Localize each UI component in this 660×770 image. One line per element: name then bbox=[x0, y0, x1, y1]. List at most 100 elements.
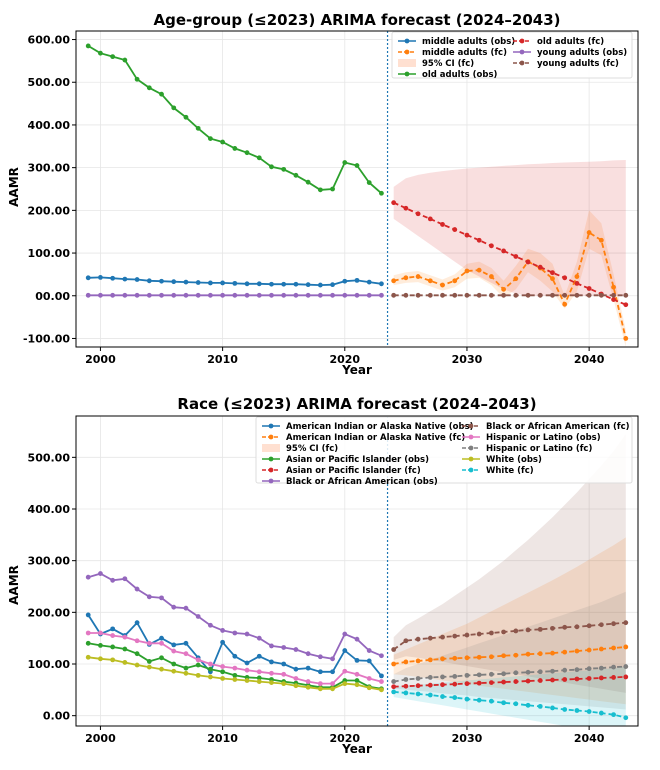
data-point bbox=[415, 274, 421, 279]
y-tick-label: 100.00 bbox=[28, 247, 71, 260]
data-point bbox=[134, 277, 140, 282]
data-point bbox=[403, 677, 409, 682]
data-point bbox=[232, 672, 238, 678]
y-tick-label: 500.00 bbox=[28, 76, 71, 89]
x-tick-label: 2020 bbox=[329, 353, 360, 366]
data-point bbox=[476, 631, 482, 637]
data-point bbox=[342, 278, 348, 284]
data-point bbox=[586, 676, 592, 681]
data-point bbox=[586, 230, 592, 235]
data-point bbox=[85, 630, 91, 636]
legend-label: middle adults (fc) bbox=[422, 48, 507, 58]
data-point bbox=[195, 292, 201, 298]
data-point bbox=[598, 675, 604, 681]
y-tick-label: 400.00 bbox=[28, 119, 71, 132]
data-point bbox=[281, 292, 287, 298]
data-point bbox=[464, 672, 470, 678]
race-ylabel: AAMR bbox=[7, 565, 21, 605]
data-point bbox=[464, 696, 470, 702]
legend-label: middle adults (obs) bbox=[422, 37, 515, 47]
data-point bbox=[244, 292, 250, 298]
data-point bbox=[415, 636, 421, 642]
legend-marker bbox=[404, 71, 410, 77]
data-point bbox=[269, 659, 274, 665]
legend-label: American Indian or Alaska Native (fc) bbox=[286, 433, 465, 443]
data-point bbox=[122, 660, 128, 665]
data-point bbox=[366, 685, 372, 691]
data-point bbox=[391, 292, 397, 298]
legend-label: young adults (obs) bbox=[537, 48, 627, 58]
data-point bbox=[220, 628, 226, 633]
data-point bbox=[195, 657, 201, 663]
data-point bbox=[440, 694, 445, 699]
data-point bbox=[146, 664, 152, 670]
x-tick-label: 2010 bbox=[207, 353, 238, 366]
age-group-legend: middle adults (obs)middle adults (fc)95%… bbox=[391, 31, 633, 80]
data-point bbox=[317, 686, 323, 692]
data-point bbox=[256, 653, 262, 659]
data-point bbox=[232, 146, 238, 151]
data-point bbox=[122, 646, 128, 652]
data-point bbox=[317, 654, 323, 660]
data-point bbox=[330, 669, 335, 675]
data-point bbox=[171, 279, 177, 285]
data-point bbox=[269, 680, 274, 685]
data-point bbox=[488, 654, 494, 660]
data-point bbox=[366, 658, 372, 664]
age-group-xlabel: Year bbox=[341, 363, 372, 377]
data-point bbox=[110, 644, 116, 650]
series-line-middle-adults-fc bbox=[393, 231, 627, 339]
data-point bbox=[476, 237, 482, 243]
data-point bbox=[293, 281, 299, 287]
data-point bbox=[220, 664, 226, 669]
data-point bbox=[440, 634, 445, 640]
data-point bbox=[354, 277, 360, 283]
data-point bbox=[305, 651, 311, 657]
legend-marker bbox=[468, 456, 474, 462]
data-point bbox=[171, 661, 177, 667]
data-point bbox=[562, 275, 568, 281]
series-white-fc bbox=[391, 689, 629, 721]
legend-item-old-adults-fc: old adults (fc) bbox=[513, 37, 604, 47]
series-middle-adults-obs bbox=[85, 274, 384, 288]
data-point bbox=[611, 645, 616, 651]
legend-item-american-indian-or-alaska-native-obs: American Indian or Alaska Native (obs) bbox=[262, 422, 474, 432]
x-tick-label: 2030 bbox=[452, 353, 483, 366]
data-point bbox=[256, 281, 262, 287]
series-white-obs bbox=[85, 654, 384, 693]
ci-band-old-adults-fc bbox=[393, 160, 626, 296]
data-point bbox=[85, 292, 91, 298]
data-point bbox=[366, 292, 372, 298]
data-point bbox=[146, 292, 152, 298]
data-point bbox=[293, 676, 299, 681]
data-point bbox=[85, 43, 91, 49]
data-point bbox=[476, 654, 482, 660]
age-group-ylabel: AAMR bbox=[7, 167, 21, 207]
data-point bbox=[537, 678, 543, 683]
legend-label: Black or African American (fc) bbox=[486, 422, 630, 432]
data-point bbox=[501, 248, 507, 254]
data-point bbox=[256, 675, 262, 681]
data-point bbox=[293, 647, 299, 652]
data-point bbox=[220, 280, 226, 286]
data-point bbox=[379, 653, 384, 659]
data-point bbox=[183, 279, 189, 285]
data-point bbox=[159, 278, 164, 284]
data-point bbox=[134, 76, 140, 82]
data-point bbox=[623, 674, 629, 680]
data-point bbox=[317, 681, 323, 687]
y-tick-label: 200.00 bbox=[28, 204, 71, 217]
data-point bbox=[159, 635, 164, 641]
data-point bbox=[85, 640, 91, 646]
series-hispanic-or-latino-fc bbox=[391, 664, 629, 684]
data-point bbox=[317, 292, 323, 298]
legend-item-white-fc: White (fc) bbox=[462, 466, 534, 476]
data-point bbox=[305, 292, 311, 298]
legend-label: 95% CI (fc) bbox=[286, 444, 338, 454]
data-point bbox=[574, 708, 580, 713]
data-point bbox=[403, 275, 409, 281]
data-point bbox=[488, 274, 494, 279]
series-american-indian-or-alaska-native-fc bbox=[391, 644, 629, 667]
data-point bbox=[464, 655, 470, 661]
data-point bbox=[525, 259, 531, 265]
